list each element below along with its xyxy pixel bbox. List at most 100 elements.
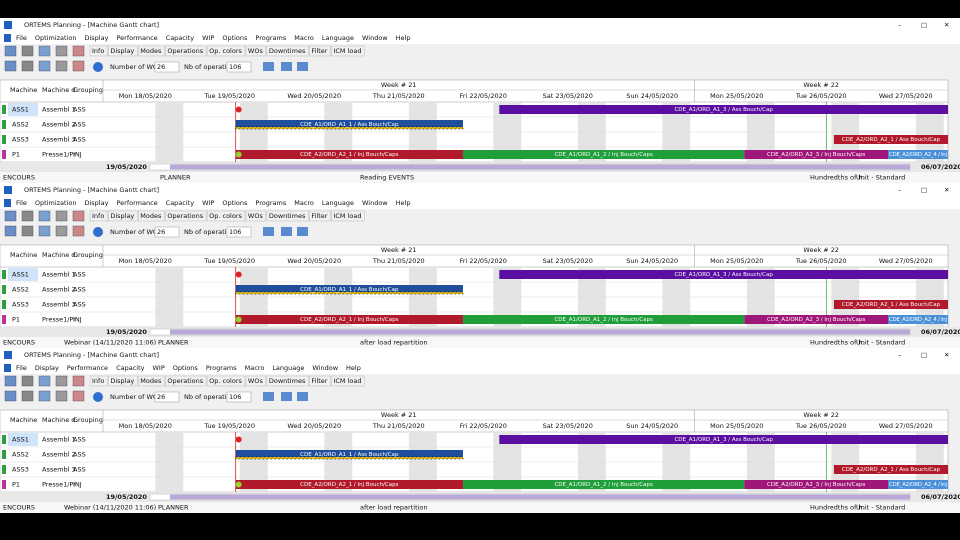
toolbar-icon[interactable] xyxy=(55,225,68,237)
menu-item[interactable]: Help xyxy=(396,199,411,207)
menu-item[interactable]: Language xyxy=(322,34,354,42)
gantt-bar[interactable] xyxy=(888,480,948,489)
gantt-bar[interactable] xyxy=(499,270,948,279)
tool-icon[interactable] xyxy=(263,227,274,236)
toolbar-icon[interactable] xyxy=(55,210,68,222)
menu-item[interactable]: Macro xyxy=(245,364,265,372)
gantt-bar[interactable] xyxy=(462,480,745,489)
tab[interactable]: Modes xyxy=(140,212,162,220)
menu-item[interactable]: Programs xyxy=(255,34,286,42)
toolbar-icon[interactable] xyxy=(21,225,34,237)
toolbar-icon[interactable] xyxy=(55,375,68,387)
tab[interactable]: Info xyxy=(92,212,104,220)
toolbar-icon[interactable] xyxy=(72,390,85,402)
toolbar-icon[interactable] xyxy=(38,375,51,387)
menu-item[interactable]: Display xyxy=(84,34,108,42)
menu-item[interactable]: Performance xyxy=(116,199,157,207)
tab[interactable]: Operations xyxy=(167,47,203,55)
toolbar-icon[interactable] xyxy=(38,45,51,57)
tab[interactable]: Display xyxy=(110,212,134,220)
toolbar-icon[interactable] xyxy=(72,210,85,222)
menu-item[interactable]: WIP xyxy=(152,364,164,372)
tab[interactable]: Op. colors xyxy=(209,377,242,385)
machine[interactable]: ASS1 xyxy=(12,106,29,114)
toolbar-icon[interactable] xyxy=(55,45,68,57)
menu-item[interactable]: File xyxy=(16,199,27,207)
machine[interactable]: P1 xyxy=(12,481,20,489)
menu-item[interactable]: Capacity xyxy=(116,364,145,372)
machine[interactable]: ASS2 xyxy=(12,286,29,294)
tool-icon[interactable] xyxy=(297,392,308,401)
toolbar-icon[interactable] xyxy=(72,45,85,57)
tab[interactable]: ICM load xyxy=(333,377,361,385)
tab[interactable]: Modes xyxy=(140,377,162,385)
tab[interactable]: WOs xyxy=(248,47,264,55)
machine[interactable]: P1 xyxy=(12,316,20,324)
menu-item[interactable]: Window xyxy=(362,34,388,42)
gantt-bar[interactable] xyxy=(499,105,948,114)
toolbar-icon[interactable] xyxy=(38,225,51,237)
menu-item[interactable]: Display xyxy=(84,199,108,207)
menu-item[interactable]: Programs xyxy=(206,364,237,372)
menu-item[interactable]: Performance xyxy=(67,364,108,372)
toolbar-icon[interactable] xyxy=(4,390,17,402)
menu-item[interactable]: Language xyxy=(272,364,304,372)
menu-item[interactable]: Macro xyxy=(294,199,314,207)
scroll-thumb[interactable] xyxy=(170,329,910,335)
tool-icon[interactable] xyxy=(297,227,308,236)
window-control[interactable]: – xyxy=(898,186,901,194)
scroll-thumb[interactable] xyxy=(170,164,910,170)
tab[interactable]: WOs xyxy=(248,377,264,385)
help-icon[interactable] xyxy=(93,227,103,237)
tab[interactable]: Op. colors xyxy=(209,47,242,55)
tab[interactable]: Operations xyxy=(167,377,203,385)
menu-item[interactable]: Display xyxy=(35,364,59,372)
menu-item[interactable]: Macro xyxy=(294,34,314,42)
tab[interactable]: Modes xyxy=(140,47,162,55)
machine[interactable]: ASS3 xyxy=(12,136,29,144)
menu-item[interactable]: Programs xyxy=(255,199,286,207)
tool-icon[interactable] xyxy=(263,392,274,401)
gantt-bar[interactable] xyxy=(833,135,948,144)
tool-icon[interactable] xyxy=(281,227,292,236)
toolbar-icon[interactable] xyxy=(72,60,85,72)
toolbar-icon[interactable] xyxy=(21,210,34,222)
tab[interactable]: Filter xyxy=(311,212,327,220)
gantt-bar[interactable] xyxy=(235,150,463,159)
help-icon[interactable] xyxy=(93,62,103,72)
gantt-bar[interactable] xyxy=(462,315,745,324)
machine[interactable]: P1 xyxy=(12,151,20,159)
gantt-bar[interactable] xyxy=(833,300,948,309)
toolbar-icon[interactable] xyxy=(55,390,68,402)
window-control[interactable]: □ xyxy=(921,21,927,29)
tab[interactable]: Info xyxy=(92,377,104,385)
gantt-bar[interactable] xyxy=(235,285,463,292)
tool-icon[interactable] xyxy=(297,62,308,71)
toolbar-icon[interactable] xyxy=(21,45,34,57)
menu-item[interactable]: File xyxy=(16,364,27,372)
tab[interactable]: ICM load xyxy=(333,47,361,55)
menu-item[interactable]: Options xyxy=(222,34,248,42)
menu-item[interactable]: Window xyxy=(362,199,388,207)
gantt-bar[interactable] xyxy=(888,150,948,159)
scroll-thumb[interactable] xyxy=(170,494,910,500)
window-control[interactable]: ✕ xyxy=(944,186,949,194)
toolbar-icon[interactable] xyxy=(38,60,51,72)
toolbar-icon[interactable] xyxy=(4,210,17,222)
gantt-bar[interactable] xyxy=(235,120,463,127)
menu-item[interactable]: Language xyxy=(322,199,354,207)
toolbar-icon[interactable] xyxy=(21,375,34,387)
gantt-bar[interactable] xyxy=(744,150,889,159)
toolbar-icon[interactable] xyxy=(21,60,34,72)
machine[interactable]: ASS2 xyxy=(12,121,29,129)
tab[interactable]: Operations xyxy=(167,212,203,220)
menu-item[interactable]: WIP xyxy=(202,34,214,42)
tool-icon[interactable] xyxy=(263,62,274,71)
menu-item[interactable]: Optimization xyxy=(35,199,77,207)
gantt-bar[interactable] xyxy=(744,480,889,489)
tab[interactable]: Filter xyxy=(311,377,327,385)
menu-item[interactable]: Capacity xyxy=(166,34,195,42)
toolbar-icon[interactable] xyxy=(72,225,85,237)
menu-item[interactable]: Window xyxy=(312,364,338,372)
tab[interactable]: Downtimes xyxy=(269,377,306,385)
